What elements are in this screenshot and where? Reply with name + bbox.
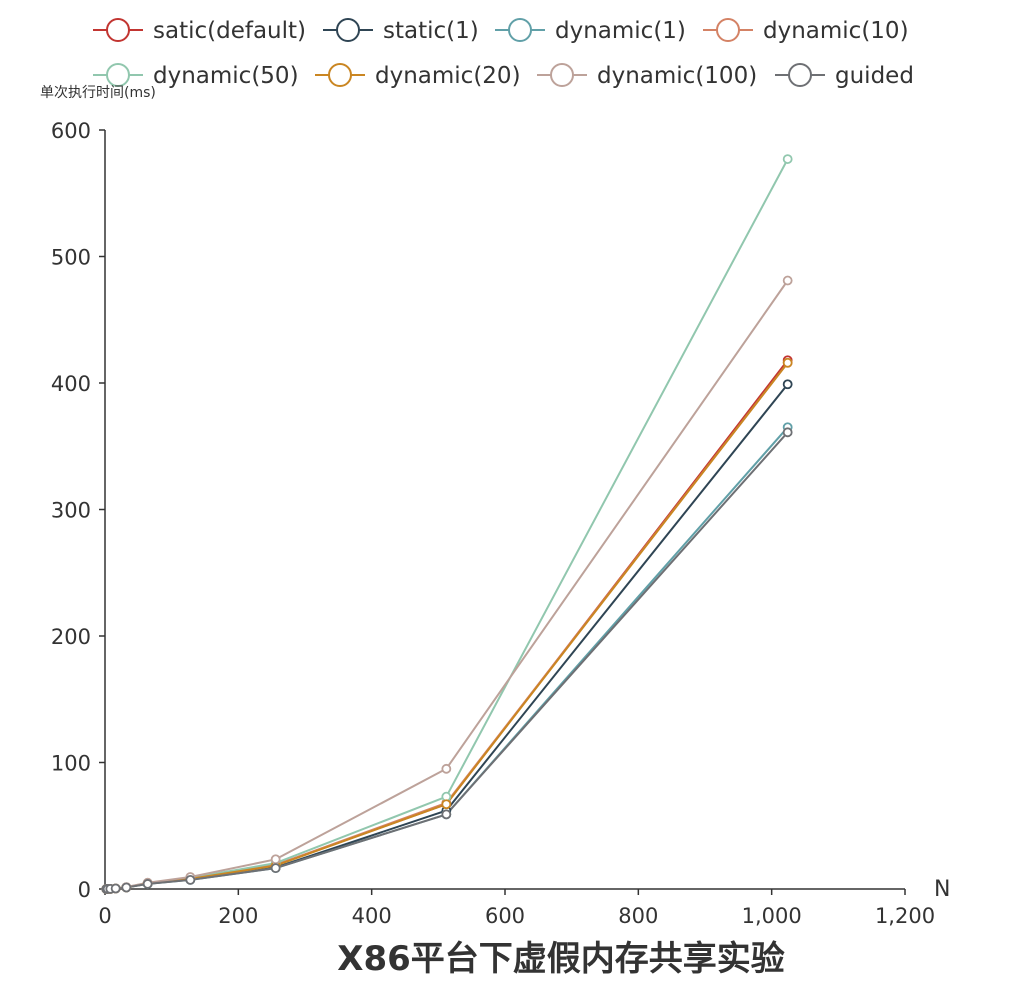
y-tick-label: 300 bbox=[51, 499, 91, 523]
axes: 0 200 400 600 800 1,000 1,200 0 100 200 300 400 500 6… bbox=[51, 119, 935, 928]
legend-label: dynamic(10) bbox=[763, 18, 909, 44]
y-axis-label: 单次执行时间(ms) bbox=[40, 85, 156, 101]
legend-marker bbox=[550, 63, 574, 87]
legend-item[interactable]: dynamic(10) bbox=[703, 18, 909, 44]
legend-item[interactable]: dynamic(20) bbox=[315, 63, 521, 89]
legend-item[interactable]: satic(default) bbox=[93, 18, 306, 44]
legend-marker bbox=[336, 18, 360, 42]
legend-marker bbox=[508, 18, 532, 42]
data-point[interactable] bbox=[142, 879, 153, 889]
legend-label: satic(default) bbox=[153, 18, 306, 44]
data-point[interactable] bbox=[782, 427, 793, 438]
data-point[interactable] bbox=[782, 154, 793, 164]
x-tick-label: 800 bbox=[618, 904, 658, 928]
data-point[interactable] bbox=[441, 799, 452, 810]
legend-label: dynamic(100) bbox=[597, 63, 757, 89]
data-point[interactable] bbox=[782, 379, 793, 390]
legend-label: dynamic(1) bbox=[555, 18, 686, 44]
y-tick-label: 100 bbox=[51, 752, 91, 776]
legend-marker bbox=[716, 18, 740, 42]
legend-marker bbox=[788, 63, 812, 87]
y-tick-label: 600 bbox=[51, 119, 91, 143]
x-tick-label: 600 bbox=[485, 904, 525, 928]
x-tick-label: 1,000 bbox=[742, 904, 802, 928]
data-point[interactable] bbox=[782, 357, 793, 368]
legend-item[interactable]: guided bbox=[775, 63, 914, 89]
data-point[interactable] bbox=[441, 809, 452, 820]
data-point[interactable] bbox=[121, 882, 132, 893]
legend-label: guided bbox=[835, 63, 914, 89]
legend-item[interactable]: dynamic(100) bbox=[537, 63, 757, 89]
x-tick-label: 0 bbox=[98, 904, 111, 928]
x-tick-label: 200 bbox=[218, 904, 258, 928]
y-tick-label: 200 bbox=[51, 625, 91, 649]
y-tick-label: 0 bbox=[78, 878, 91, 902]
x-tick-label: 1,200 bbox=[875, 904, 935, 928]
data-point[interactable] bbox=[270, 863, 281, 874]
legend-marker bbox=[106, 18, 130, 42]
legend: satic(default) static(1) dynamic(1) dynamic… bbox=[93, 18, 914, 89]
series-line-4 bbox=[106, 158, 789, 890]
plot-area bbox=[101, 154, 793, 894]
data-point[interactable] bbox=[185, 874, 196, 885]
series-line-7 bbox=[106, 431, 789, 890]
legend-item[interactable]: dynamic(50) bbox=[93, 63, 299, 89]
legend-marker bbox=[106, 63, 130, 87]
data-point[interactable] bbox=[441, 763, 452, 774]
x-axis-label: N bbox=[934, 877, 950, 902]
chart-title: X86平台下虚假内存共享实验 bbox=[337, 939, 785, 979]
data-point[interactable] bbox=[782, 275, 793, 286]
legend-label: dynamic(20) bbox=[375, 63, 521, 89]
legend-item[interactable]: dynamic(1) bbox=[495, 18, 686, 44]
data-point[interactable] bbox=[270, 854, 281, 865]
legend-label: static(1) bbox=[383, 18, 479, 44]
legend-label: dynamic(50) bbox=[153, 63, 299, 89]
legend-item[interactable]: static(1) bbox=[323, 18, 479, 44]
legend-marker bbox=[328, 63, 352, 87]
x-tick-label: 400 bbox=[352, 904, 392, 928]
data-point[interactable] bbox=[110, 883, 121, 894]
y-tick-label: 500 bbox=[51, 246, 91, 270]
y-tick-label: 400 bbox=[51, 372, 91, 396]
